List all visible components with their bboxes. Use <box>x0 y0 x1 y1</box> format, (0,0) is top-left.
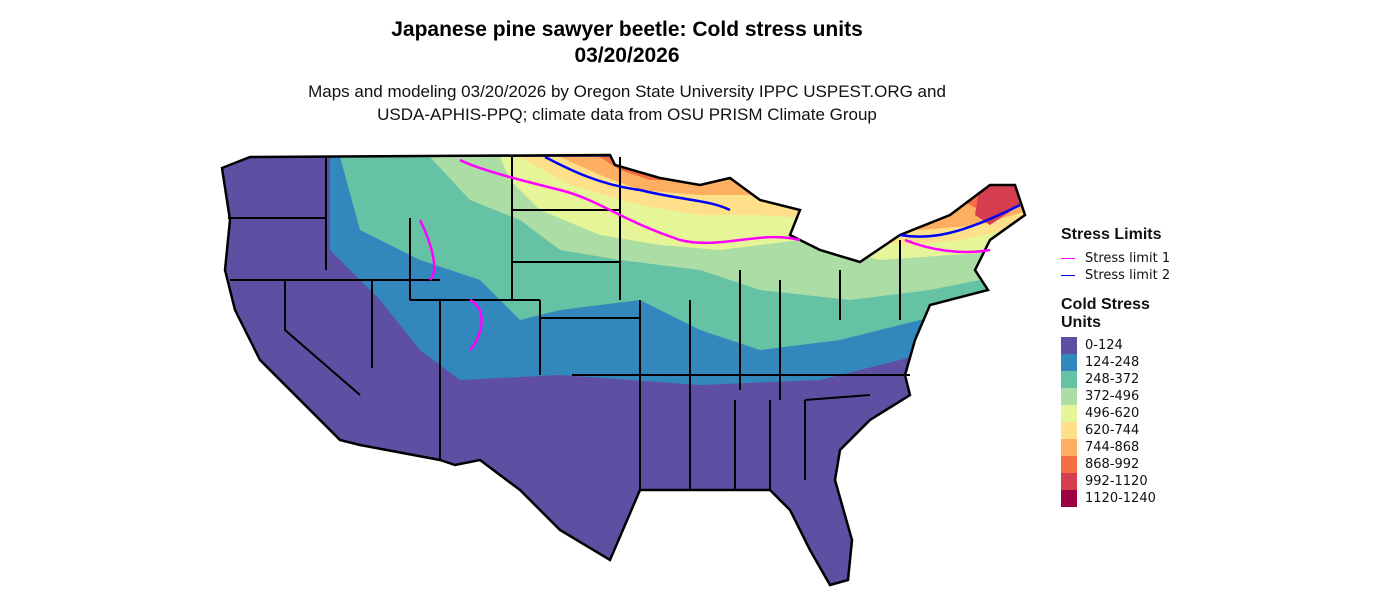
legend-item-868-992: 868-992 <box>1061 456 1156 473</box>
blue-line-swatch <box>1061 275 1075 276</box>
legend-item-124-248: 124-248 <box>1061 354 1156 371</box>
magenta-line-swatch <box>1061 258 1075 259</box>
legend-label: 868-992 <box>1085 457 1140 472</box>
legend-item-744-868: 744-868 <box>1061 439 1156 456</box>
stress-limit-1-contour <box>418 158 991 351</box>
legend-item-stress-limit-2: Stress limit 2 <box>1061 267 1170 284</box>
legend-label: Stress limit 1 <box>1085 251 1171 266</box>
color-swatch <box>1061 354 1077 371</box>
stress-limits-legend-title: Stress Limits <box>1061 226 1162 243</box>
legend-item-372-496: 372-496 <box>1061 388 1156 405</box>
color-swatch <box>1061 456 1077 473</box>
legend-item-992-1120: 992-1120 <box>1061 473 1156 490</box>
subtitle-line-2: USDA-APHIS-PPQ; climate data from OSU PR… <box>377 105 877 124</box>
color-swatch <box>1061 388 1077 405</box>
legend-item-620-744: 620-744 <box>1061 422 1156 439</box>
legend-label: 744-868 <box>1085 440 1140 455</box>
stress-limit-2-contour <box>544 155 1021 238</box>
legend-item-stress-limit-1: Stress limit 1 <box>1061 250 1170 267</box>
state-borders <box>228 157 910 490</box>
color-swatch <box>1061 337 1077 354</box>
legend-item-496-620: 496-620 <box>1061 405 1156 422</box>
legend-label: 992-1120 <box>1085 474 1148 489</box>
legend-label: 620-744 <box>1085 423 1140 438</box>
color-swatch <box>1061 473 1077 490</box>
legend-item-0-124: 0-124 <box>1061 337 1156 354</box>
color-swatch <box>1061 371 1077 388</box>
color-swatch <box>1061 490 1077 507</box>
legend-label: 248-372 <box>1085 372 1140 387</box>
map-title: Japanese pine sawyer beetle: Cold stress… <box>391 18 863 41</box>
cold-stress-legend-title: Cold Stress Units <box>1061 296 1150 331</box>
color-swatch <box>1061 422 1077 439</box>
legend-item-1120-1240: 1120-1240 <box>1061 490 1156 507</box>
color-swatch <box>1061 405 1077 422</box>
legend-label: 1120-1240 <box>1085 491 1156 506</box>
us-map <box>220 153 1027 587</box>
color-swatch <box>1061 439 1077 456</box>
subtitle-line-1: Maps and modeling 03/20/2026 by Oregon S… <box>308 82 946 101</box>
map-date: 03/20/2026 <box>574 44 680 67</box>
legend-label: 372-496 <box>1085 389 1140 404</box>
legend-label: 496-620 <box>1085 406 1140 421</box>
legend-label: 0-124 <box>1085 338 1123 353</box>
cold-stress-legend: Cold Stress Units 0-124 124-248 248-372 372-… <box>1061 296 1156 507</box>
legend-item-248-372: 248-372 <box>1061 371 1156 388</box>
legend-label: 124-248 <box>1085 355 1140 370</box>
legend-label: Stress limit 2 <box>1085 268 1171 283</box>
stress-limits-legend: Stress Limits Stress limit 1 Stress limi… <box>1061 226 1170 284</box>
